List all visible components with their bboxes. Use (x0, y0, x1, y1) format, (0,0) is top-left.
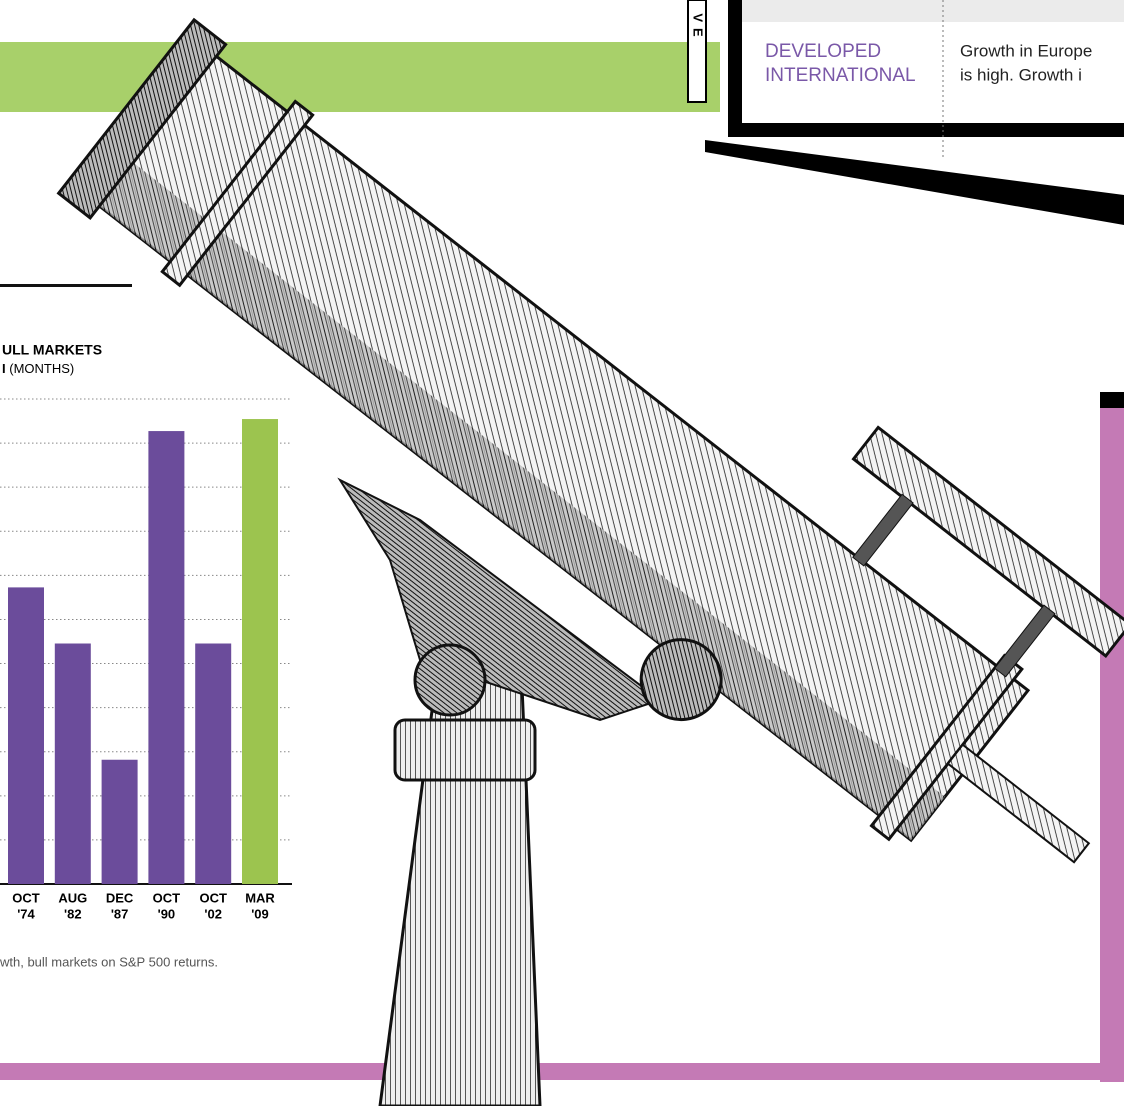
x-tick-label: OCT (12, 890, 40, 905)
x-tick-label: OCT (199, 890, 227, 905)
finder-scope (851, 425, 1124, 659)
bar (148, 431, 185, 884)
row-label: DEVELOPED (765, 41, 881, 62)
finder-bracket (993, 604, 1056, 678)
tube-shadow (91, 156, 945, 841)
eyepiece (946, 743, 1091, 864)
green-banner (0, 42, 720, 112)
side-tab-label: VE (691, 13, 706, 42)
x-tick-label: MAR (245, 890, 275, 905)
chart-rule (0, 284, 132, 287)
pink-panel-cap (1100, 392, 1124, 408)
bar (8, 587, 44, 884)
focus-knob (639, 638, 723, 722)
telescope (56, 17, 1124, 1106)
bar (195, 643, 232, 884)
x-tick-label: '74 (17, 906, 35, 921)
table-header-row (742, 0, 1124, 22)
row-text: Growth in Europe (960, 41, 1092, 60)
x-tick-label: DEC (106, 890, 134, 905)
bar (54, 643, 91, 884)
subtitle-unit: (MONTHS) (9, 361, 74, 376)
x-tick-label: '82 (64, 906, 82, 921)
box-shadow (705, 140, 1124, 225)
tube-ring (160, 99, 315, 288)
row-label: INTERNATIONAL (765, 65, 916, 86)
pink-band (0, 1063, 1124, 1080)
subtitle-bold: I (2, 361, 6, 376)
chart: ULL MARKETS I (MONTHS) wth, bull markets… (0, 342, 292, 969)
x-tick-label: OCT (153, 890, 181, 905)
bar (242, 419, 278, 884)
x-tick-label: '02 (204, 906, 222, 921)
bar (101, 759, 138, 884)
chart-subtitle: I (MONTHS) (2, 361, 74, 376)
side-tab (687, 0, 707, 103)
table-box: VE DEVELOPED INTERNATIONAL Growth in Eur… (687, 0, 1124, 225)
chart-note: wth, bull markets on S&P 500 returns. (0, 954, 218, 969)
tube-ring (56, 17, 228, 220)
row-text: is high. Growth i (960, 65, 1082, 84)
finder-bracket (852, 493, 914, 567)
chart-title: ULL MARKETS (2, 342, 102, 358)
x-tick-label: '90 (158, 906, 176, 921)
telescope-collar (393, 718, 537, 782)
pink-panel (1100, 392, 1124, 1082)
pivot (413, 643, 487, 717)
x-tick-label: '09 (251, 906, 269, 921)
x-tick-label: AUG (58, 890, 87, 905)
x-tick-label: '87 (111, 906, 129, 921)
telescope-tube (56, 17, 1124, 864)
